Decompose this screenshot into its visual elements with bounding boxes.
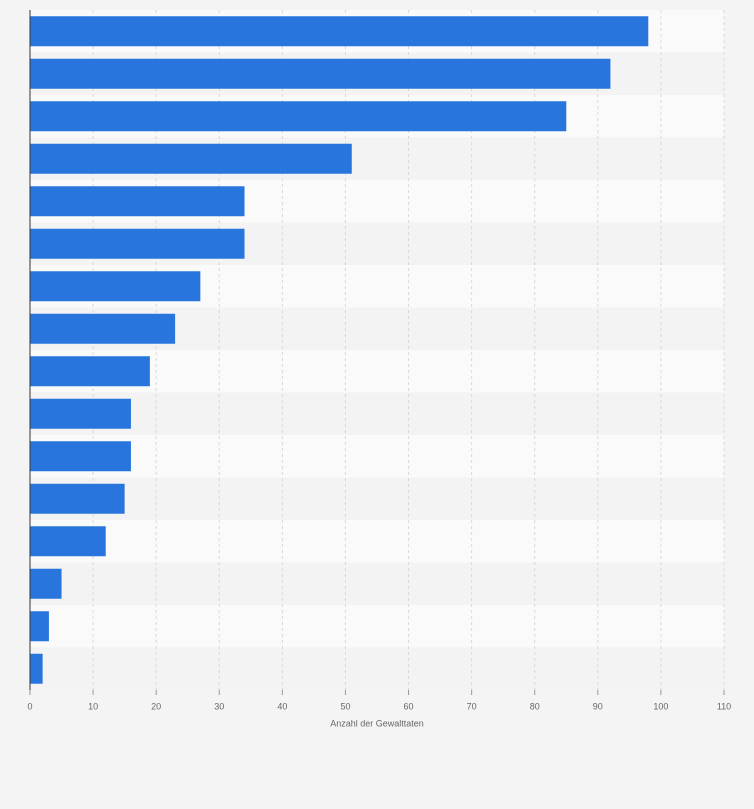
bar xyxy=(30,186,245,217)
x-tick-label: 60 xyxy=(404,701,414,711)
bar xyxy=(30,398,131,429)
x-tick-label: 90 xyxy=(593,701,603,711)
x-tick-label: 0 xyxy=(27,701,32,711)
x-tick-label: 10 xyxy=(88,701,98,711)
bar xyxy=(30,58,611,89)
x-tick-label: 80 xyxy=(530,701,540,711)
row-band xyxy=(30,392,724,435)
row-band xyxy=(30,605,724,648)
x-axis-label: Anzahl der Gewalttaten xyxy=(330,718,424,728)
x-tick-label: 40 xyxy=(277,701,287,711)
bar xyxy=(30,16,649,47)
bar xyxy=(30,228,245,259)
bar xyxy=(30,356,150,387)
row-band xyxy=(30,435,724,478)
x-tick-label: 110 xyxy=(717,701,731,711)
bar xyxy=(30,101,567,132)
row-band xyxy=(30,562,724,605)
bar xyxy=(30,143,352,174)
x-tick-label: 30 xyxy=(214,701,224,711)
row-band xyxy=(30,520,724,563)
row-band xyxy=(30,477,724,520)
row-band xyxy=(30,647,724,690)
x-tick-label: 20 xyxy=(151,701,161,711)
bar xyxy=(30,483,125,514)
bar xyxy=(30,526,106,557)
x-tick-label: 50 xyxy=(340,701,350,711)
bar xyxy=(30,313,176,344)
bar xyxy=(30,568,62,599)
bar xyxy=(30,441,131,472)
x-tick-label: 100 xyxy=(653,701,668,711)
bar xyxy=(30,653,43,684)
bar xyxy=(30,271,201,302)
bar xyxy=(30,611,49,642)
x-tick-label: 70 xyxy=(467,701,477,711)
